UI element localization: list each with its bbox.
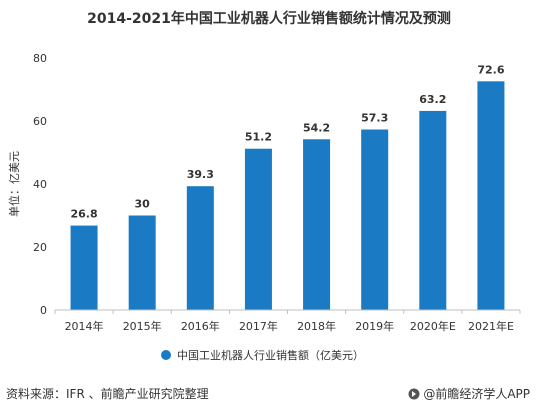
y-tick-label: 60 <box>33 115 47 128</box>
data-label: 39.3 <box>187 168 214 181</box>
data-labels-group: 26.8 30 39.3 51.2 54.2 57.3 63.2 72.6 <box>70 63 504 220</box>
y-axis-label: 单位：亿美元 <box>7 151 21 217</box>
legend-label: 中国工业机器人行业销售额（亿美元） <box>177 348 364 362</box>
chart-title: 2014-2021年中国工业机器人行业销售额统计情况及预测 <box>87 11 451 27</box>
bar <box>244 148 272 310</box>
brand-text: @前瞻经济学人APP <box>423 387 530 401</box>
bar <box>186 186 214 310</box>
y-tick-label: 20 <box>33 241 47 254</box>
data-label: 26.8 <box>70 208 97 221</box>
x-tick-label: 2017年 <box>239 319 278 333</box>
x-tick-label: 2014年 <box>65 319 104 333</box>
bar <box>303 139 331 310</box>
source-note: 资料来源：IFR 、前瞻产业研究院整理 <box>6 387 209 401</box>
data-label: 30 <box>135 198 151 211</box>
x-tick-label: 2015年 <box>123 319 162 333</box>
bar <box>70 225 98 310</box>
x-tick-label: 2018年 <box>297 319 336 333</box>
x-tick-label: 2016年 <box>181 319 220 333</box>
data-label: 54.2 <box>303 121 330 134</box>
bar <box>419 110 447 310</box>
bar <box>361 129 389 310</box>
bar-chart: 0 20 40 60 80 26.8 30 39.3 51.2 54.2 57.3 63.2 72.6… <box>7 52 521 362</box>
data-label: 72.6 <box>477 63 504 76</box>
x-tick-label: 2019年 <box>355 319 394 333</box>
x-tick-label: 2021年E <box>468 319 514 333</box>
x-axis-ticks: 2014年 2015年 2016年 2017年 2018年 2019年 2020年E 2021… <box>54 310 521 333</box>
legend: 中国工业机器人行业销售额（亿美元） <box>161 348 364 362</box>
bars-group <box>70 81 505 310</box>
y-tick-label: 80 <box>33 52 47 65</box>
brand-credit: @前瞻经济学人APP <box>408 385 530 402</box>
y-axis-ticks: 0 20 40 60 80 <box>33 52 47 317</box>
data-label: 51.2 <box>245 131 272 144</box>
data-label: 63.2 <box>419 93 446 106</box>
y-tick-label: 40 <box>33 178 47 191</box>
data-label: 57.3 <box>361 112 388 125</box>
bar <box>477 81 505 310</box>
legend-marker <box>161 350 171 360</box>
bar <box>128 215 156 310</box>
y-tick-label: 0 <box>40 304 47 317</box>
x-tick-label: 2020年E <box>410 319 456 333</box>
brand-logo-icon <box>408 388 420 400</box>
